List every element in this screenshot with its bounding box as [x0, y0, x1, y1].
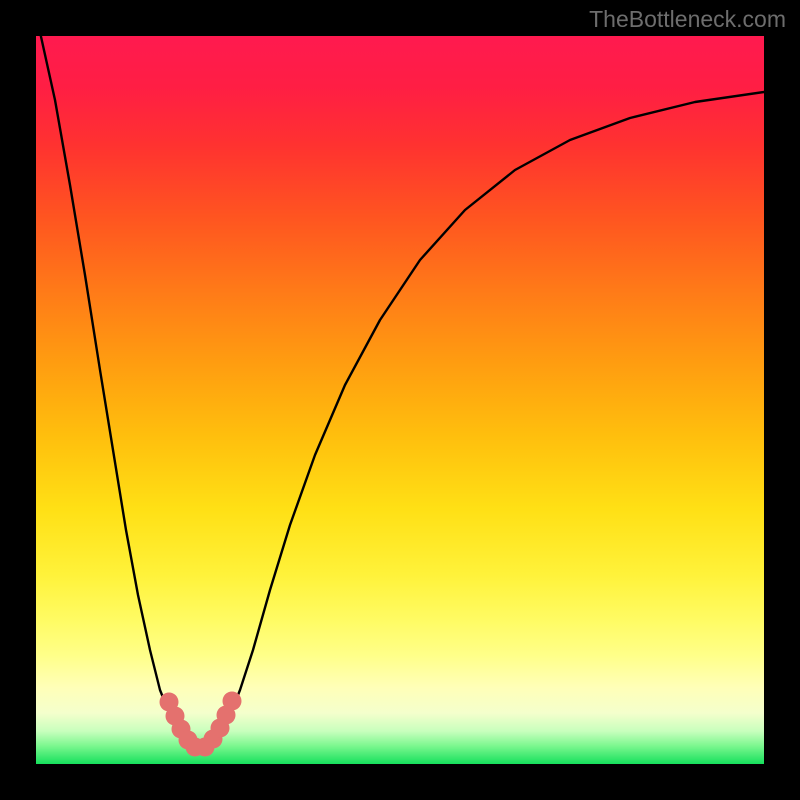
plot-background — [36, 36, 764, 764]
chart-frame: TheBottleneck.com — [0, 0, 800, 800]
bottleneck-curve-chart — [0, 0, 800, 800]
curve-marker — [223, 692, 242, 711]
watermark-text: TheBottleneck.com — [589, 6, 786, 33]
